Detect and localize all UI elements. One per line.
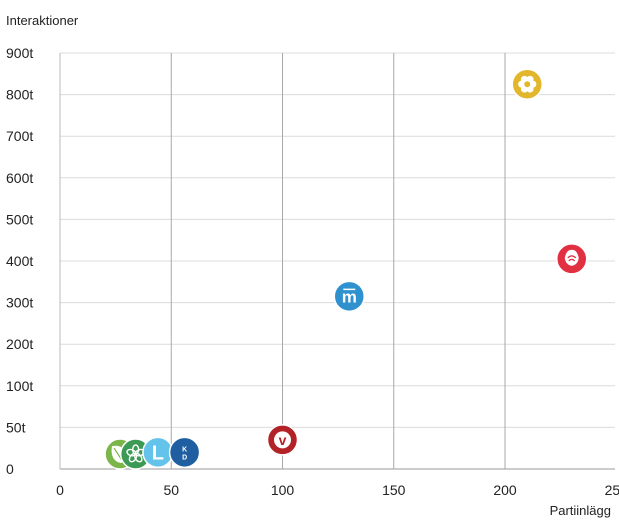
y-tick-label: 300t [6,295,33,311]
y-tick-label: 500t [6,211,33,227]
letters-kd-icon: KD [182,446,187,461]
y-tick-label: 50t [6,419,26,435]
data-point [119,438,152,470]
flower-icon [518,75,537,93]
data-point [511,68,543,100]
y-axis-ticks: 0 50t 100t 200t 300t 400t 500t 600t 700t 800t 900t [6,45,33,477]
x-tick-label: 250 [605,482,619,498]
data-point-marker [333,280,365,313]
x-tick-label: 150 [382,482,406,498]
data-point: KD [168,436,201,469]
x-tick-label: 200 [493,482,517,498]
data-point: v [266,424,299,456]
svg-text:v: v [279,432,287,448]
x-tick-label: 0 [56,482,64,498]
svg-text:K: K [182,446,187,453]
rose-icon [564,249,579,266]
svg-text:m: m [342,287,357,306]
y-tick-label: 0 [6,461,14,477]
y-tick-label: 900t [6,45,33,61]
letter-m-icon: m [342,287,357,306]
grid [59,52,615,470]
data-point: m [333,280,365,313]
letter-l-icon: L [152,442,164,464]
y-tick-label: 800t [6,87,33,103]
y-tick-label: 700t [6,128,33,144]
x-axis-title: Partiinlägg [550,503,611,518]
svg-text:D: D [182,454,187,461]
y-tick-label: 100t [6,378,33,394]
x-axis-ticks: 0 50 100 150 200 250 [56,482,619,498]
y-tick-label: 400t [6,253,33,269]
data-point-marker [168,436,201,469]
data-point [556,243,588,275]
x-tick-label: 100 [271,482,295,498]
x-tick-label: 50 [163,482,179,498]
svg-text:L: L [152,442,164,464]
letter-v-icon: v [274,431,291,449]
y-axis-title: Interaktioner [6,13,79,28]
y-tick-label: 600t [6,170,33,186]
y-tick-label: 200t [6,336,33,352]
data-point: L [142,436,174,469]
